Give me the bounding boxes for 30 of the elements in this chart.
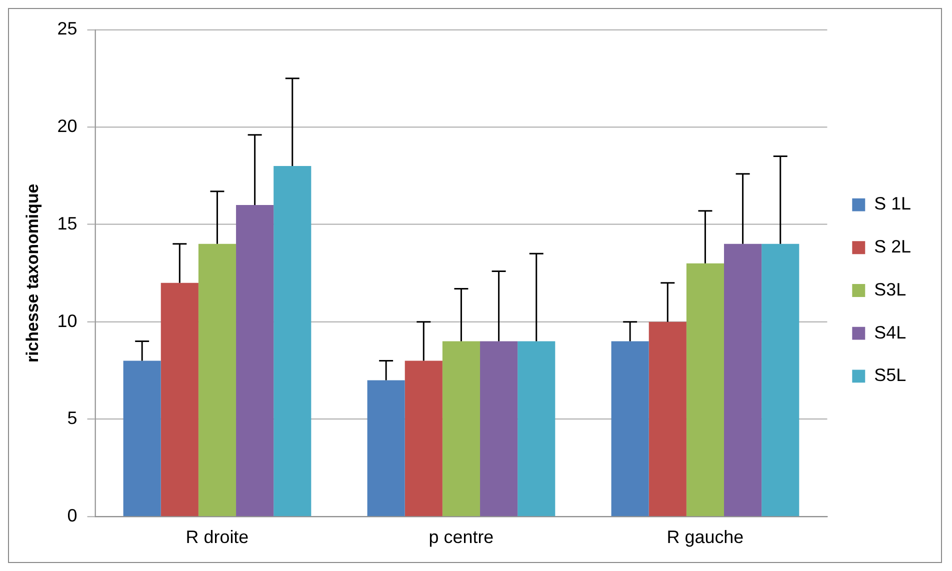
bar [762,244,800,516]
bar [518,341,556,516]
legend-label: S3L [874,279,906,300]
x-tick-label: R gauche [666,527,744,548]
bar [198,244,236,516]
y-tick-label: 10 [57,310,78,331]
legend-label: S4L [874,322,906,342]
y-tick-label: 0 [67,506,78,526]
bar [686,263,724,516]
bar [236,204,274,516]
bar [648,322,686,516]
bar [123,360,161,516]
legend-label: S5L [874,365,906,386]
legend-label: S 1L [874,194,912,214]
legend-label: S 2L [874,236,912,257]
bar [611,341,649,516]
bar [724,244,762,516]
y-tick-label: 5 [67,408,78,428]
bar [480,341,518,516]
y-tick-label: 20 [57,116,78,136]
y-tick-label: 25 [57,18,78,39]
bar [442,341,480,516]
y-axis-title: richesse taxonomique [22,184,42,363]
bar [160,282,198,516]
x-tick-label: R droite [186,527,249,548]
y-tick-label: 15 [57,213,78,234]
bar [367,380,405,516]
bar [404,360,442,516]
x-tick-label: p centre [428,527,494,548]
bar [274,166,312,516]
